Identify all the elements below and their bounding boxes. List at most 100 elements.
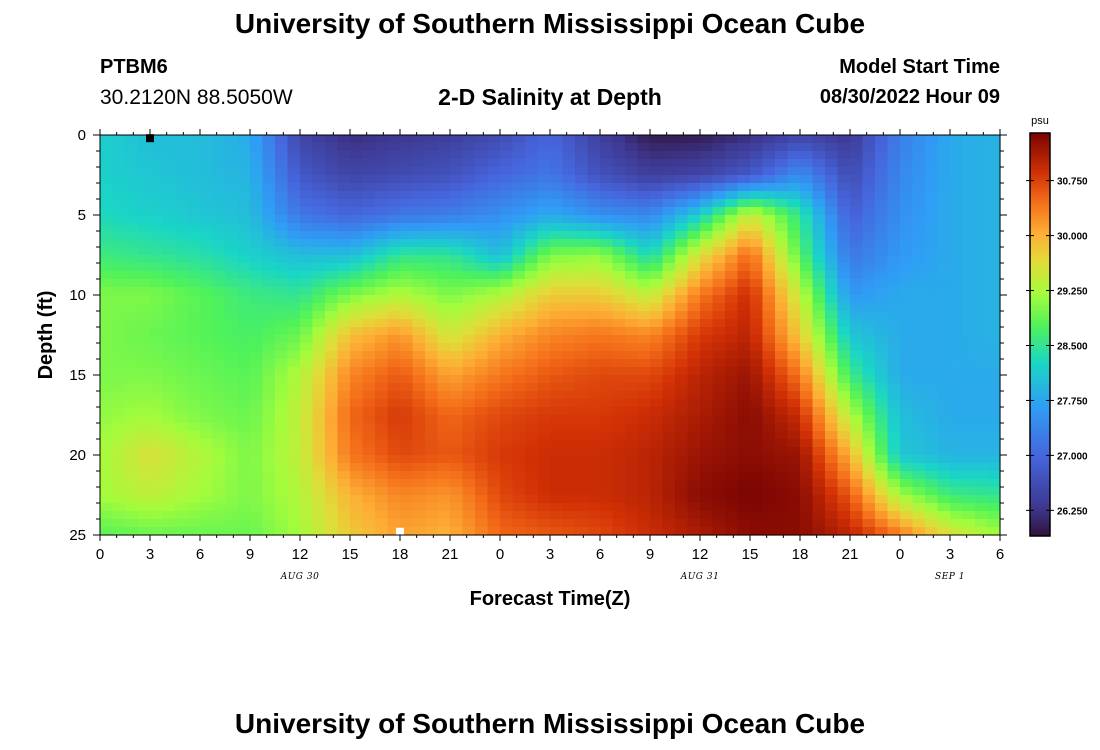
heatmap-cell: [487, 479, 501, 488]
heatmap-cell: [337, 375, 351, 384]
heatmap-cell: [162, 351, 176, 360]
heatmap-cell: [612, 223, 626, 232]
heatmap-cell: [212, 311, 226, 320]
heatmap-cell: [625, 367, 639, 376]
heatmap-cell: [500, 511, 514, 520]
heatmap-cell: [912, 423, 926, 432]
heatmap-cell: [350, 279, 364, 288]
heatmap-cell: [662, 335, 676, 344]
heatmap-cell: [787, 207, 801, 216]
heatmap-cell: [475, 471, 489, 480]
heatmap-cell: [912, 263, 926, 272]
heatmap-cell: [325, 167, 339, 176]
heatmap-cell: [587, 151, 601, 160]
heatmap-cell: [200, 351, 214, 360]
heatmap-cell: [700, 215, 714, 224]
heatmap-cell: [187, 279, 201, 288]
heatmap-cell: [212, 439, 226, 448]
heatmap-cell: [650, 295, 664, 304]
heatmap-cell: [150, 439, 164, 448]
heatmap-cell: [187, 175, 201, 184]
heatmap-cell: [562, 367, 576, 376]
heatmap-cell: [800, 439, 814, 448]
heatmap-cell: [962, 415, 976, 424]
heatmap-cell: [700, 463, 714, 472]
heatmap-cell: [762, 359, 776, 368]
heatmap-cell: [950, 479, 964, 488]
heatmap-cell: [850, 159, 864, 168]
y-axis-title: Depth (ft): [35, 291, 57, 380]
heatmap-cell: [337, 431, 351, 440]
heatmap-cell: [337, 455, 351, 464]
heatmap-cell: [662, 215, 676, 224]
heatmap-cell: [625, 271, 639, 280]
heatmap-cell: [887, 311, 901, 320]
heatmap-cell: [187, 215, 201, 224]
heatmap-cell: [162, 239, 176, 248]
heatmap-cell: [625, 327, 639, 336]
heatmap-cell: [687, 207, 701, 216]
heatmap-cell: [100, 503, 114, 512]
heatmap-cell: [587, 455, 601, 464]
heatmap-cell: [937, 399, 951, 408]
heatmap-cell: [975, 463, 989, 472]
heatmap-cell: [100, 231, 114, 240]
heatmap-cell: [737, 255, 751, 264]
heatmap-cell: [300, 263, 314, 272]
heatmap-cell: [675, 199, 689, 208]
heatmap-cell: [850, 239, 864, 248]
heatmap-cell: [487, 295, 501, 304]
heatmap-cell: [625, 511, 639, 520]
heatmap-cell: [287, 271, 301, 280]
heatmap-cell: [862, 135, 876, 144]
heatmap-cell: [200, 431, 214, 440]
heatmap-cell: [387, 191, 401, 200]
heatmap-cell: [212, 159, 226, 168]
heatmap-cell: [825, 239, 839, 248]
heatmap-cell: [662, 239, 676, 248]
heatmap-cell: [512, 503, 526, 512]
heatmap-cell: [475, 455, 489, 464]
heatmap-cell: [300, 495, 314, 504]
heatmap-cell: [287, 351, 301, 360]
heatmap-cell: [962, 495, 976, 504]
heatmap-cell: [750, 407, 764, 416]
heatmap-cell: [150, 319, 164, 328]
heatmap-cell: [437, 367, 451, 376]
heatmap-cell: [787, 223, 801, 232]
heatmap-cell: [425, 335, 439, 344]
heatmap-cell: [562, 191, 576, 200]
heatmap-cell: [425, 415, 439, 424]
heatmap-cell: [487, 391, 501, 400]
heatmap-cell: [625, 167, 639, 176]
heatmap-cell: [575, 343, 589, 352]
heatmap-cell: [487, 183, 501, 192]
heatmap-cell: [600, 431, 614, 440]
heatmap-cell: [325, 223, 339, 232]
heatmap-cell: [812, 391, 826, 400]
heatmap-cell: [175, 207, 189, 216]
heatmap-cell: [900, 255, 914, 264]
heatmap-cell: [437, 303, 451, 312]
heatmap-cell: [962, 231, 976, 240]
heatmap-cell: [125, 247, 139, 256]
heatmap-cell: [462, 231, 476, 240]
heatmap-cell: [937, 175, 951, 184]
heatmap-cell: [637, 295, 651, 304]
heatmap-cell: [975, 431, 989, 440]
heatmap-cell: [100, 375, 114, 384]
heatmap-cell: [587, 223, 601, 232]
heatmap-cell: [487, 151, 501, 160]
heatmap-cell: [237, 143, 251, 152]
heatmap-cell: [450, 167, 464, 176]
heatmap-cell: [437, 255, 451, 264]
heatmap-cell: [912, 479, 926, 488]
heatmap-cell: [375, 335, 389, 344]
heatmap-cell: [187, 383, 201, 392]
heatmap-cell: [737, 135, 751, 144]
heatmap-cell: [150, 335, 164, 344]
heatmap-cell: [825, 311, 839, 320]
heatmap-cell: [737, 207, 751, 216]
heatmap-cell: [262, 383, 276, 392]
heatmap-cell: [662, 247, 676, 256]
